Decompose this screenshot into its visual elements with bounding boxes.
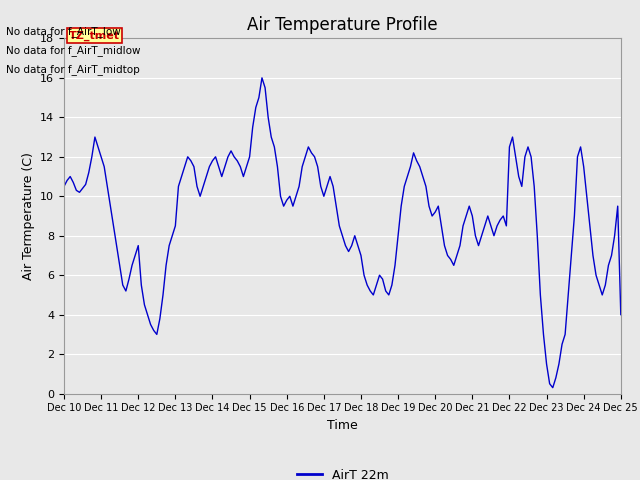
X-axis label: Time: Time — [327, 419, 358, 432]
Text: No data for f_AirT_low: No data for f_AirT_low — [6, 25, 121, 36]
Text: TZ_tmet: TZ_tmet — [69, 30, 120, 41]
Text: No data for f_AirT_midtop: No data for f_AirT_midtop — [6, 64, 140, 75]
Y-axis label: Air Termperature (C): Air Termperature (C) — [22, 152, 35, 280]
Title: Air Temperature Profile: Air Temperature Profile — [247, 16, 438, 34]
Text: No data for f_AirT_midlow: No data for f_AirT_midlow — [6, 45, 141, 56]
Legend: AirT 22m: AirT 22m — [292, 464, 393, 480]
